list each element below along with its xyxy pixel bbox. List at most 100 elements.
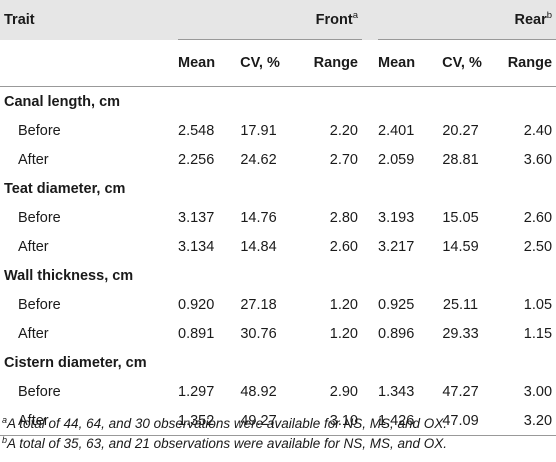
gap-cell [362,291,372,320]
value-cell: 3.60 [523,151,553,168]
value-cell: 2.50 [523,238,553,255]
value-cell: 2.70 [329,151,358,168]
front-range-header: Range [313,55,358,71]
rear-range-header: Range [507,55,553,71]
value-cell: 14.59 [442,238,479,255]
value-cell: 0.891 [178,325,215,342]
value-cell: 3.137 [178,210,215,227]
data-table-container: Trait Fronta Rearb Mean CV, % Range Mean… [0,0,556,436]
value-cell: 2.401 [378,123,415,140]
value-cell: 47.09 [426,406,498,436]
group-label-front: Front [315,12,353,28]
row-label: Before [18,297,61,314]
row-label: After [18,325,49,342]
gap-cell [362,406,372,436]
table-row: After 1.352 49.27 3.10 1.426 47.09 3.20 [0,406,556,436]
rear-cv-header: CV, % [442,55,482,71]
value-cell: 1.05 [523,297,553,314]
value-cell: 27.18 [240,297,277,314]
value-cell: 2.80 [329,210,358,227]
value-cell: 1.297 [178,384,215,401]
gap-cell [362,146,372,175]
section-row: Cistern diameter, cm [0,348,556,378]
section-title: Cistern diameter, cm [4,355,147,371]
value-cell: 1.20 [329,297,358,314]
header-spacer [0,40,172,87]
trait-table: Trait Fronta Rearb Mean CV, % Range Mean… [0,0,556,436]
section-row: Wall thickness, cm [0,261,556,291]
table-row: After 3.134 14.84 2.60 3.217 14.59 2.50 [0,233,556,262]
value-cell: 3.134 [178,238,215,255]
value-cell: 29.33 [442,325,479,342]
value-cell: 1.426 [372,406,426,436]
row-label: After [0,406,172,436]
table-row: Before 1.297 48.92 2.90 1.343 47.27 3.00 [0,378,556,407]
table-row: Before 0.920 27.18 1.20 0.925 25.11 1.05 [0,291,556,320]
row-label: Before [18,123,61,140]
footnote-a-mark: a [2,415,8,425]
value-cell: 3.20 [498,406,556,436]
rear-mean-header: Mean [378,55,416,71]
value-cell: 3.00 [523,384,553,401]
footnote-mark-a: a [352,10,358,21]
value-cell: 0.925 [378,297,415,314]
footnote-b-text: A total of 35, 63, and 21 observations w… [7,436,448,451]
group-gap [362,0,372,40]
value-cell: 2.548 [178,123,215,140]
value-cell: 47.27 [442,384,479,401]
value-cell: 3.10 [298,406,362,436]
row-label: Before [18,210,61,227]
header-row-metrics: Mean CV, % Range Mean CV, % Range [0,40,556,87]
table-row: Before 3.137 14.76 2.80 3.193 15.05 2.60 [0,204,556,233]
gap-cell [362,233,372,262]
value-cell: 15.05 [442,210,479,227]
value-cell: 25.11 [442,297,479,314]
section-title: Wall thickness, cm [4,268,134,284]
front-cv-header: CV, % [240,55,280,71]
value-cell: 2.60 [523,210,553,227]
footnote-a: aA total of 44, 64, and 30 observations … [2,414,447,434]
footnote-a-text: A total of 44, 64, and 30 observations w… [7,416,448,431]
footnotes: aA total of 44, 64, and 30 observations … [2,414,447,454]
table-row: Before 2.548 17.91 2.20 2.401 20.27 2.40 [0,117,556,146]
gap-cell [362,117,372,146]
value-cell: 2.20 [329,123,358,140]
value-cell: 2.60 [329,238,358,255]
value-cell: 48.92 [240,384,277,401]
value-cell: 2.059 [378,151,415,168]
value-cell: 1.352 [172,406,222,436]
value-cell: 14.84 [240,238,277,255]
value-cell: 3.217 [378,238,415,255]
value-cell: 1.20 [329,325,358,342]
front-mean-header: Mean [178,55,216,71]
value-cell: 1.15 [523,325,553,342]
section-title: Canal length, cm [4,94,121,110]
footnote-b-mark: b [2,435,8,445]
value-cell: 17.91 [240,123,277,140]
value-cell: 49.27 [222,406,298,436]
value-cell: 30.76 [240,325,277,342]
header-row-groups: Trait Fronta Rearb [0,0,556,40]
value-cell: 2.256 [178,151,215,168]
table-row: After 2.256 24.62 2.70 2.059 28.81 3.60 [0,146,556,175]
table-body: Canal length, cm Before 2.548 17.91 2.20 2.40… [0,87,556,436]
value-cell: 3.193 [378,210,415,227]
value-cell: 24.62 [240,151,277,168]
table-row: After 0.891 30.76 1.20 0.896 29.33 1.15 [0,320,556,349]
value-cell: 0.920 [178,297,215,314]
table-header: Trait Fronta Rearb Mean CV, % Range Mean… [0,0,556,87]
gap-cell [362,320,372,349]
group-header-front: Fronta [172,0,362,40]
footnote-mark-b: b [546,10,553,21]
value-cell: 2.90 [329,384,358,401]
section-row: Canal length, cm [0,87,556,118]
row-label: Before [18,384,61,401]
gap-cell [362,204,372,233]
value-cell: 0.896 [378,325,415,342]
row-label: After [18,151,49,168]
footnote-b: bA total of 35, 63, and 21 observations … [2,434,447,454]
trait-column-header: Trait [4,12,35,28]
header-gap [362,40,372,87]
value-cell: 2.40 [523,123,553,140]
group-label-rear: Rear [514,12,547,28]
